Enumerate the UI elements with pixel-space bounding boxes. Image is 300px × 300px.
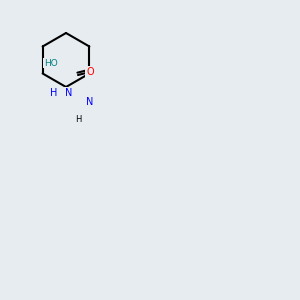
Text: H: H (75, 116, 81, 124)
Text: N: N (65, 88, 73, 98)
Text: N: N (86, 97, 94, 107)
Text: O: O (86, 67, 94, 77)
Text: HO: HO (44, 58, 58, 68)
Text: H: H (50, 88, 58, 98)
